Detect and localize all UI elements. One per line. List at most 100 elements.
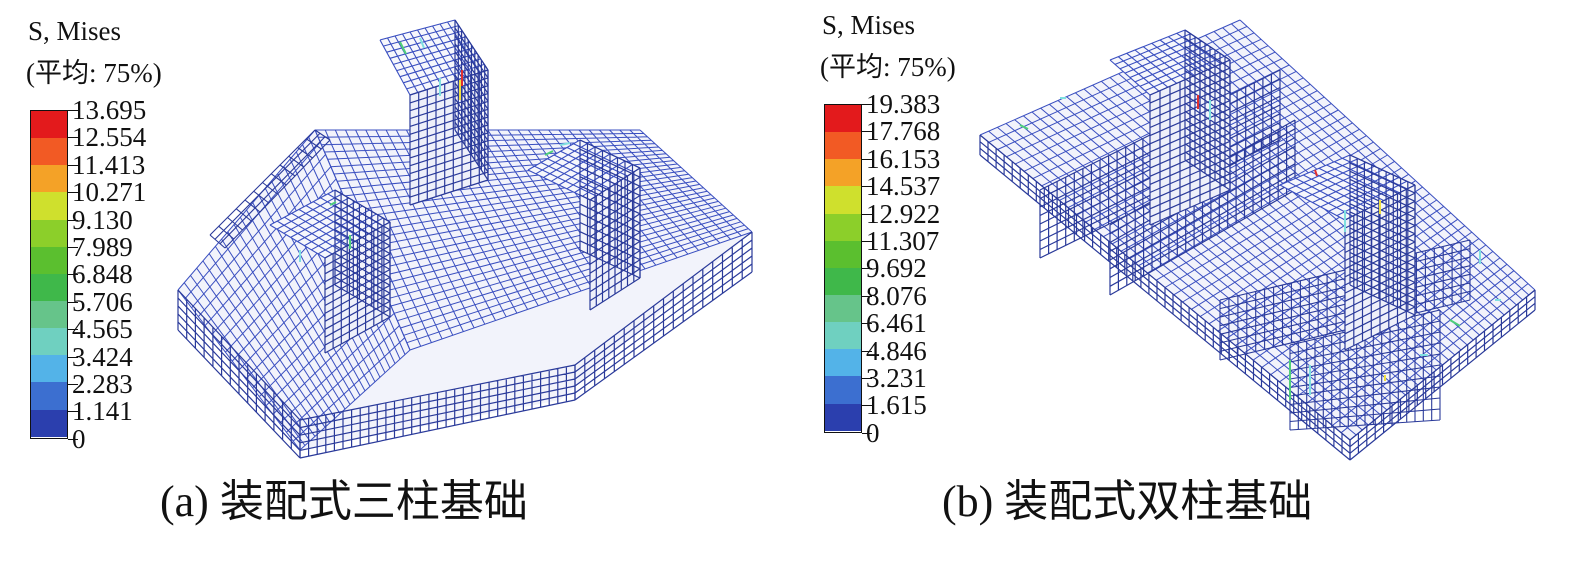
legend-tick [862,158,872,160]
legend-colorbar [30,110,68,439]
legend-tick [68,329,78,331]
legend-tick [862,350,872,352]
mesh-lines [379,19,489,96]
legend-tick [68,219,78,221]
legend-tick-label: 3.231 [866,363,927,393]
pedestal-left-top [1109,29,1231,96]
legend-tick [862,268,872,270]
stress-hotspot [1449,319,1461,327]
legend-color-swatch [31,355,67,383]
pedestal-right-right [1349,154,1416,316]
legend-color-swatch [31,246,67,274]
legend-color-swatch [825,213,861,241]
mesh-lines [579,139,641,279]
legend-tick [68,247,78,248]
legend-color-swatch [31,111,67,139]
stress-hotspot [1314,169,1318,177]
legend-tick [862,432,872,434]
pedestal-left-right [1184,29,1231,191]
legend-tick-label: 1.141 [72,396,133,427]
legend-color-swatch [31,382,67,410]
legend-tick [862,186,872,188]
legend-color-swatch [825,322,861,350]
legend-tick [68,384,78,385]
legend-tick [68,411,78,413]
legend-tick [68,438,78,440]
figure-caption: (a) 装配式三柱基础 [160,477,528,526]
legend-tick [68,301,78,303]
legend-color-swatch [31,192,67,220]
stress-hotspot [399,41,407,55]
legend-colorbar [824,104,862,433]
panel-three-column-foundation: S, Mises (平均: 75%) 13.695 12.554 11.413 10.… [26,16,753,526]
legend-tick-label: 4.565 [72,314,133,345]
slab-side [574,231,753,401]
pedestal-back-top [379,19,489,96]
pedestal-left-left [324,221,391,354]
slab-step [209,129,331,249]
legend-tick-label: 12.554 [72,122,147,153]
legend-tick-label: 0 [72,423,86,454]
legend-color-swatch [825,186,861,214]
slab-side [299,364,576,459]
legend-tick-label: 12.922 [866,198,941,229]
legend-tick-label: 8.076 [866,280,927,311]
legend-title: S, Mises [28,16,122,46]
legend-subtitle: (平均: 75%) [820,52,956,82]
legend-color-swatch [825,294,861,323]
legend-tick [68,274,78,276]
legend-tick-label: 6.461 [866,308,927,339]
legend-tick [862,405,872,407]
legend-tick-label: 2.283 [72,369,133,399]
legend-color-swatch [825,159,861,187]
legend-color-swatch [825,105,861,133]
mesh-lines [299,364,576,459]
legend-tick [68,192,78,194]
legend-color-swatch [31,409,67,437]
mesh-lines [209,129,331,249]
legend-tick-label: 16.153 [866,143,941,174]
pedestal-right-right [579,139,641,279]
legend-tick-label: 13.695 [72,95,147,125]
mesh-face-background [1280,155,1415,220]
legend-tick-label: 11.307 [866,226,940,256]
legend-tick [862,104,872,105]
legend-tick [862,213,872,215]
legend-tick-label: 17.768 [866,116,941,147]
legend-tick [68,137,78,139]
legend-tick [862,295,872,297]
stress-hotspot [559,142,571,146]
mesh-lines [1349,154,1416,316]
mesh-lines [574,231,753,401]
stress-hotspot [1019,124,1029,130]
legend-color-swatch [31,328,67,356]
mesh-lines [1109,29,1231,96]
legend-tick-label: 1.615 [866,390,927,421]
pedestal-left-right [334,189,391,318]
legend-tick [68,110,78,111]
legend-color-swatch [31,273,67,301]
legend-tick-label: 9.692 [866,253,927,284]
legend-color-swatch [825,240,861,268]
legend-subtitle: (平均: 75%) [26,58,162,88]
legend-tick-label: 5.706 [72,286,133,317]
legend-color-swatch [31,219,67,247]
legend-color-swatch [825,267,861,295]
legend-tick-label: 7.989 [72,232,133,262]
panel-two-column-foundation: S, Mises (平均: 75%) 19.383 17.768 16.153 14.… [790,0,1575,561]
legend-color-swatch [31,138,67,166]
legend-tick-label: 19.383 [866,89,941,119]
mesh-lines [334,189,391,318]
legend-color-swatch [31,165,67,193]
legend-tick-label: 6.848 [72,259,133,290]
legend-tick-label: 9.130 [72,204,133,235]
legend-tick [862,241,872,242]
legend-tick [68,356,78,358]
legend-tick-label: 4.846 [866,335,927,366]
stress-hotspot [329,201,337,206]
legend-tick-label: 14.537 [866,171,941,202]
legend-tick [68,164,78,166]
mesh-lines [324,221,391,354]
stress-hotspot [544,150,554,156]
legend-tick [862,378,872,379]
